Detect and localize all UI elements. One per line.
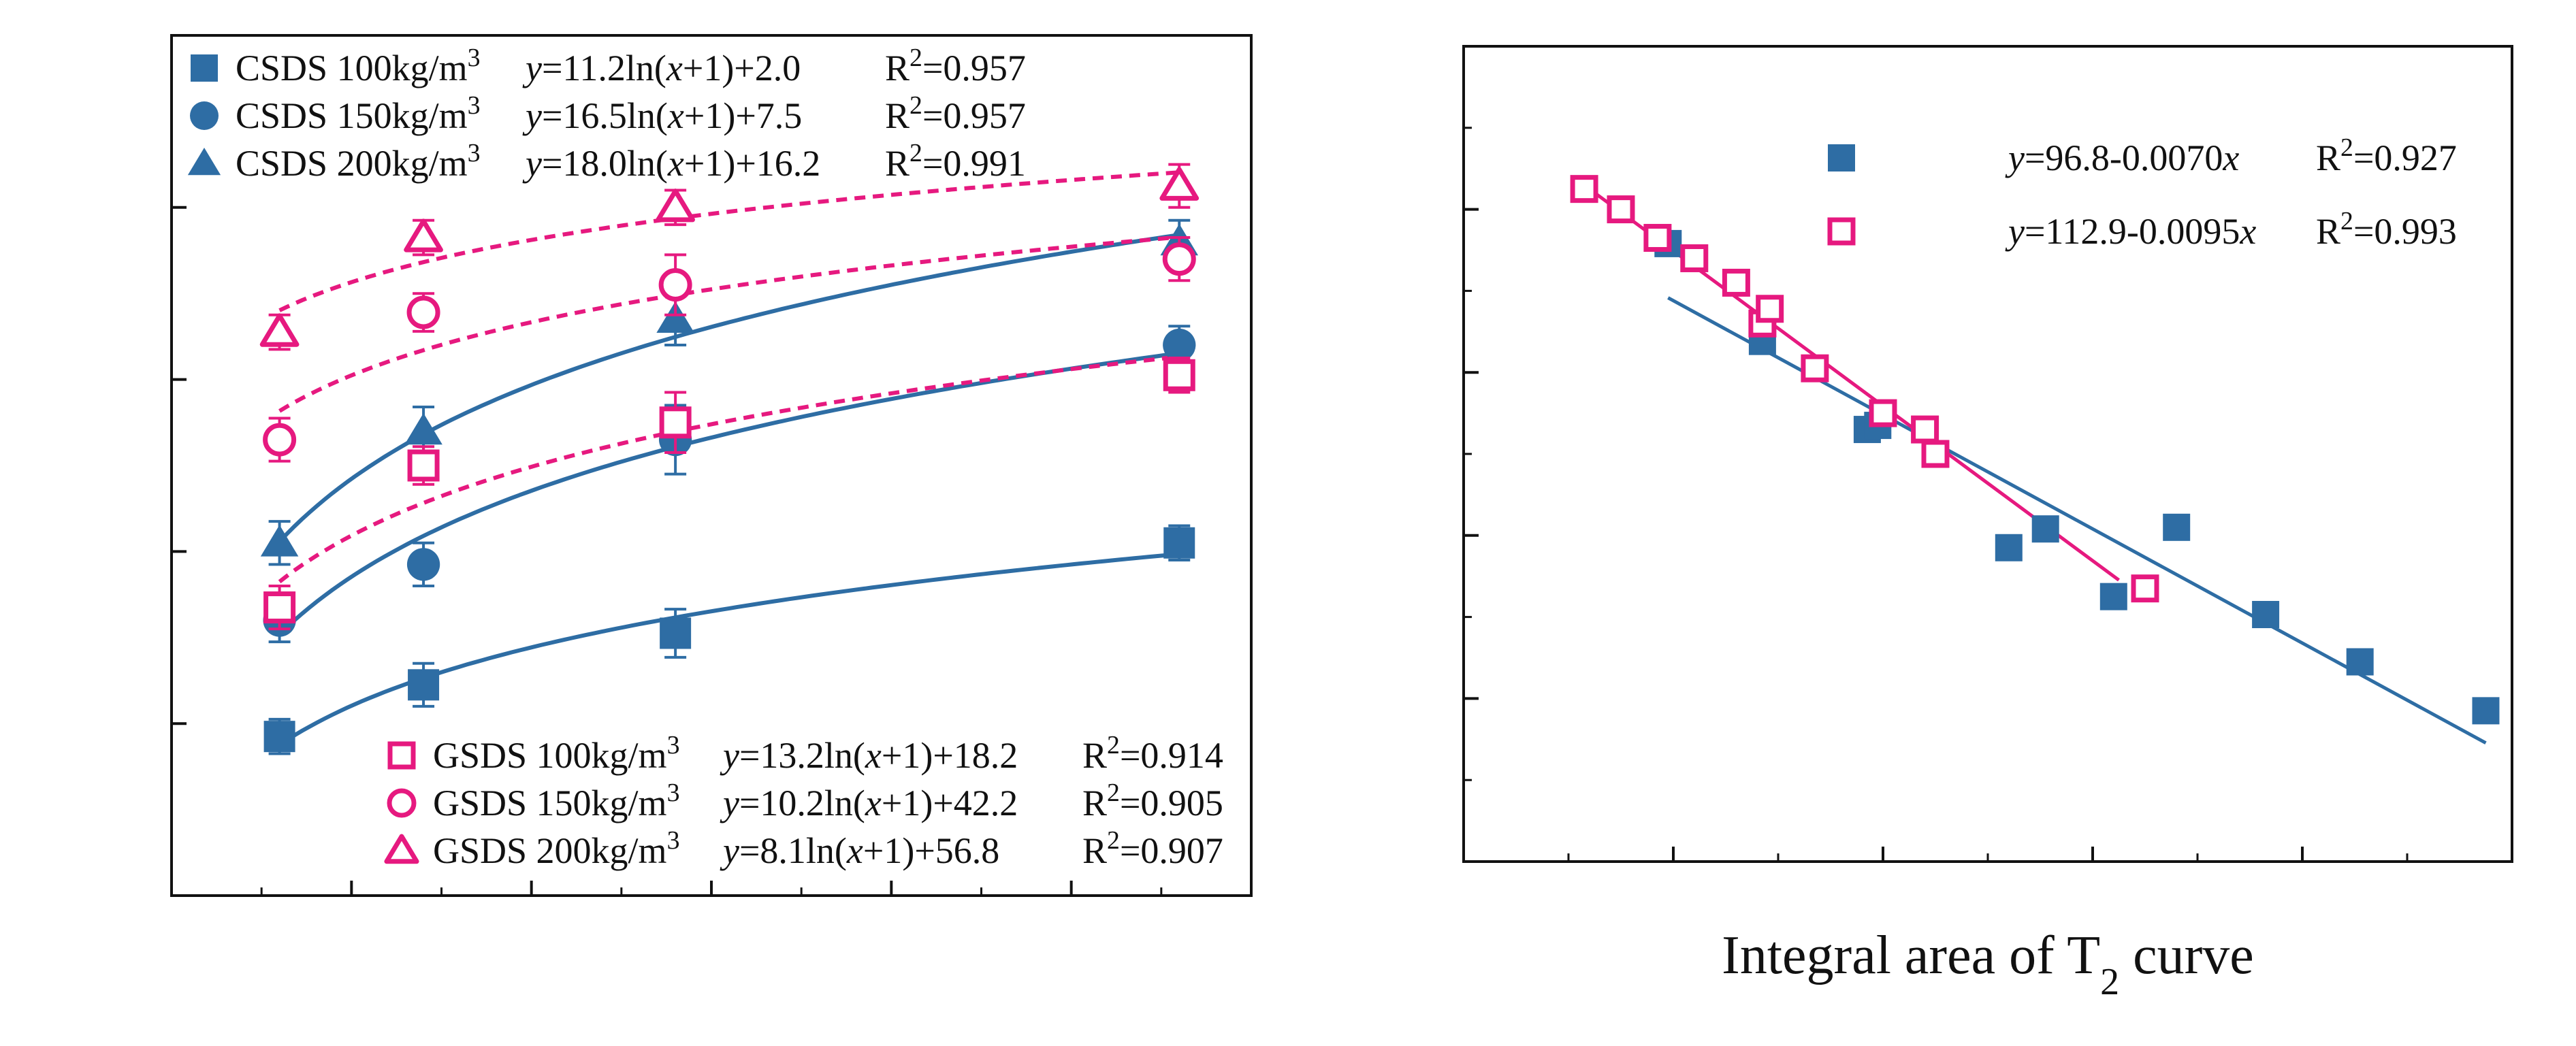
legend-marker — [1827, 217, 1856, 246]
panel-a: CSDS 100kg/m3 y=11.2ln(x+1)+2.0 R2=0.957CS… — [170, 34, 1253, 897]
data-point — [408, 669, 440, 701]
data-point — [2099, 583, 2127, 610]
legend-entry: CSDS 200kg/m3 y=18.0ln(x+1)+16.2 R2=0.991 — [187, 139, 1026, 184]
legend-entry: GSDS 100kg/m3 y=13.2ln(x+1)+18.2 R2=0.914 — [387, 731, 1223, 776]
legend-r2: R2=0.907 — [1082, 826, 1223, 871]
legend-entry: y=96.8-0.0070x R2=0.927 — [1828, 133, 2457, 178]
legend-name: GSDS 150kg/m3 — [433, 779, 679, 823]
data-point — [1801, 354, 1829, 382]
legend-equation: y=11.2ln(x+1)+2.0 — [522, 48, 801, 88]
data-point — [406, 548, 440, 581]
fit-curve-gsds-4 — [278, 235, 1180, 413]
fit-curve-gsds-3 — [278, 355, 1180, 584]
data-point — [1643, 224, 1672, 252]
data-point — [656, 189, 695, 223]
data-point — [659, 406, 692, 439]
data-point — [2163, 513, 2191, 541]
legend-name: CSDS 100kg/m3 — [236, 44, 481, 88]
legend-r2: R2=0.927 — [2316, 133, 2457, 178]
legend-r2: R2=0.905 — [1082, 779, 1223, 823]
legend-marker — [387, 788, 417, 818]
legend-name: GSDS 200kg/m3 — [433, 826, 679, 871]
data-point — [1163, 359, 1195, 391]
panel-b: Integral area of T2 curve y=96.8-0.0070x R… — [1462, 45, 2513, 1003]
legend-equation: y=112.9-0.0095x — [2005, 211, 2256, 252]
legend-r2: R2=0.914 — [1082, 731, 1223, 776]
data-point — [259, 313, 300, 347]
legend-equation: y=13.2ln(x+1)+18.2 — [720, 735, 1018, 776]
data-point — [2472, 697, 2500, 725]
data-point — [1921, 440, 1950, 468]
data-point — [406, 295, 440, 329]
legend-equation: y=16.5ln(x+1)+7.5 — [522, 95, 802, 136]
data-point — [1570, 175, 1598, 203]
data-point — [2346, 648, 2374, 676]
legend-marker — [1828, 144, 1855, 171]
data-point — [1163, 527, 1195, 559]
legend-entry: CSDS 100kg/m3 y=11.2ln(x+1)+2.0 R2=0.957 — [191, 44, 1026, 88]
legend-equation: y=10.2ln(x+1)+42.2 — [720, 783, 1018, 823]
legend-equation: y=96.8-0.0070x — [2005, 137, 2239, 178]
data-point — [1869, 399, 1897, 427]
data-point — [2131, 574, 2159, 603]
legend-r2: R2=0.991 — [885, 139, 1026, 184]
legend-marker — [387, 741, 416, 770]
data-point — [1722, 268, 1750, 297]
data-point — [1756, 295, 1784, 323]
data-point — [1607, 195, 1635, 224]
data-point — [2031, 515, 2059, 543]
data-point — [660, 617, 692, 649]
legend-marker — [191, 54, 218, 82]
data-point — [1159, 167, 1200, 201]
data-point — [263, 591, 296, 624]
fit-line-csds — [1667, 296, 2487, 745]
data-point — [260, 525, 299, 557]
data-point — [263, 721, 295, 753]
data-point — [407, 449, 440, 482]
legend-r2: R2=0.957 — [885, 91, 1026, 136]
data-point — [1911, 415, 1939, 444]
x-axis-title: Integral area of T2 curve — [1722, 926, 2254, 1003]
legend-equation: y=18.0ln(x+1)+16.2 — [522, 143, 820, 184]
data-point — [658, 268, 692, 302]
legend-marker — [190, 101, 219, 130]
legend-entry: GSDS 200kg/m3 y=8.1ln(x+1)+56.8 R2=0.907 — [384, 826, 1223, 871]
legend-entry: GSDS 150kg/m3 y=10.2ln(x+1)+42.2 R2=0.905 — [387, 779, 1223, 823]
data-point — [1163, 328, 1196, 362]
data-point — [263, 423, 297, 457]
fit-curve-csds-1 — [278, 350, 1180, 636]
fit-curve-csds-2 — [278, 233, 1180, 543]
legend-marker — [384, 834, 419, 864]
legend-name: CSDS 200kg/m3 — [236, 139, 481, 184]
data-point — [1680, 244, 1709, 272]
fit-curve-gsds-5 — [278, 170, 1180, 312]
data-point — [1995, 534, 2023, 561]
legend-r2: R2=0.993 — [2316, 207, 2457, 252]
legend-name: CSDS 150kg/m3 — [236, 91, 481, 136]
data-point — [404, 412, 442, 445]
legend-entry: y=112.9-0.0095x R2=0.993 — [1827, 207, 2457, 252]
legend-marker — [187, 148, 221, 176]
data-point — [404, 218, 443, 252]
legend-r2: R2=0.957 — [885, 44, 1026, 88]
data-point — [656, 301, 694, 333]
legend-entry: CSDS 150kg/m3 y=16.5ln(x+1)+7.5 R2=0.957 — [190, 91, 1026, 136]
data-point — [1162, 242, 1196, 276]
legend-equation: y=8.1ln(x+1)+56.8 — [720, 830, 999, 871]
fit-curve-csds-0 — [278, 552, 1180, 747]
data-point — [2252, 601, 2280, 629]
legend-name: GSDS 100kg/m3 — [433, 731, 679, 776]
